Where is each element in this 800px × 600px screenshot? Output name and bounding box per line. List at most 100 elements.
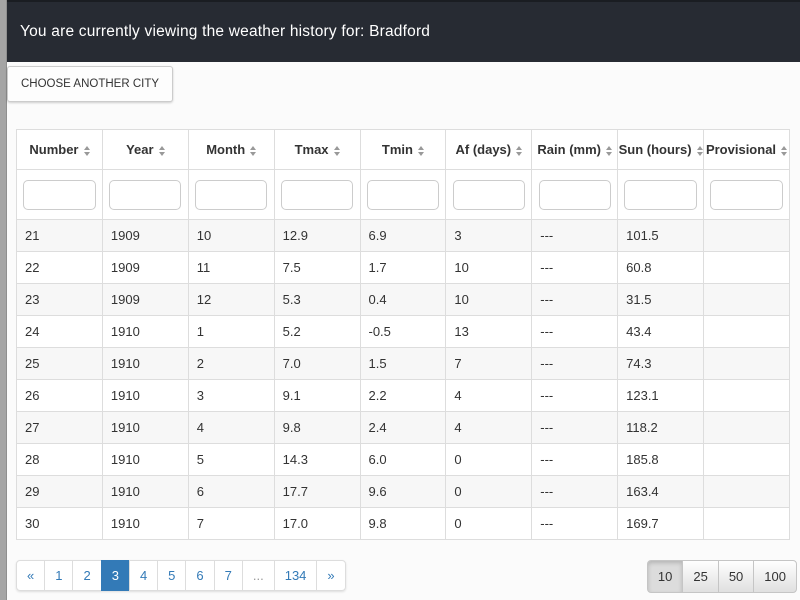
sort-icon — [696, 145, 703, 156]
pagination-item[interactable]: » — [316, 560, 346, 591]
table-cell: 13 — [445, 315, 533, 348]
column-filter-input[interactable] — [280, 179, 354, 210]
table-cell: --- — [531, 219, 619, 252]
table-cell: 1.5 — [359, 347, 447, 380]
filter-cell — [531, 169, 619, 220]
table-cell: 12 — [187, 283, 275, 316]
column-header-sun-hours[interactable]: Sun (hours) — [617, 129, 704, 170]
pagination-item[interactable]: 7 — [213, 560, 243, 591]
pagination-item[interactable]: « — [16, 560, 46, 591]
pagination: «1 2 3 4 5 6 7... 134» — [16, 560, 346, 591]
pagination-item[interactable]: 6 — [185, 560, 215, 591]
column-header-rain-mm[interactable]: Rain (mm) — [531, 129, 619, 170]
column-filter-input[interactable] — [195, 179, 268, 210]
table-row: 29 1910 6 17.7 9.6 0 --- 163.4 — [16, 475, 790, 508]
table-cell — [703, 219, 790, 252]
table-cell: 4 — [445, 411, 533, 444]
table-cell: 1909 — [101, 219, 189, 252]
table-cell: 1910 — [101, 315, 189, 348]
table-cell: 7 — [187, 507, 275, 540]
table-cell: 2.4 — [359, 411, 447, 444]
table-cell: 0 — [445, 475, 533, 508]
page-size-button-10[interactable]: 10 — [646, 560, 684, 593]
table-row: 28 1910 5 14.3 6.0 0 --- 185.8 — [16, 443, 790, 476]
table-cell — [703, 507, 790, 540]
page-size-button-100[interactable]: 100 — [753, 560, 797, 593]
table-cell: 4 — [445, 379, 533, 412]
table-cell — [703, 251, 790, 284]
table-cell: 9.1 — [273, 379, 361, 412]
table-cell: 1910 — [101, 411, 189, 444]
table-cell: --- — [531, 475, 619, 508]
table-cell: 0.4 — [359, 283, 447, 316]
column-header-provisional[interactable]: Provisional — [703, 129, 790, 170]
table-cell: 28 — [16, 443, 103, 476]
column-header-year[interactable]: Year — [101, 129, 189, 170]
table-row: 27 1910 4 9.8 2.4 4 --- 118.2 — [16, 411, 790, 444]
column-filter-input[interactable] — [538, 179, 611, 210]
filter-cell — [617, 169, 704, 220]
column-header-number[interactable]: Number — [16, 129, 103, 170]
table-cell: --- — [531, 443, 619, 476]
table-cell: 23 — [16, 283, 103, 316]
table-row: 26 1910 3 9.1 2.2 4 --- 123.1 — [16, 379, 790, 412]
table-cell: 1910 — [101, 379, 189, 412]
column-filter-input[interactable] — [624, 179, 697, 210]
table-cell — [703, 283, 790, 316]
table-row: 24 1910 1 5.2 -0.5 13 --- 43.4 — [16, 315, 790, 348]
page-size-button-50[interactable]: 50 — [717, 560, 755, 593]
table-cell: 27 — [16, 411, 103, 444]
table-row: 21 1909 10 12.9 6.9 3 --- 101.5 — [16, 219, 790, 252]
column-header-month[interactable]: Month — [187, 129, 275, 170]
pagination-item[interactable]: 2 — [72, 560, 102, 591]
column-filter-input[interactable] — [710, 179, 783, 210]
sort-icon — [781, 145, 788, 156]
table-row: 30 1910 7 17.0 9.8 0 --- 169.7 — [16, 507, 790, 540]
table-cell: 6.0 — [359, 443, 447, 476]
pagination-item[interactable]: 4 — [128, 560, 159, 591]
column-header-tmin[interactable]: Tmin — [359, 129, 447, 170]
pagination-item: ... — [241, 560, 275, 591]
table-cell: 6 — [187, 475, 275, 508]
table-cell: 10 — [445, 251, 533, 284]
table-cell: 14.3 — [273, 443, 361, 476]
table-row: 25 1910 2 7.0 1.5 7 --- 74.3 — [16, 347, 790, 380]
table-cell: 10 — [187, 219, 275, 252]
column-filter-input[interactable] — [23, 179, 96, 210]
table-cell: 17.7 — [273, 475, 361, 508]
table-cell: 0 — [445, 443, 533, 476]
table-cell: 3 — [445, 219, 533, 252]
weather-table-container: Number Year Month Tmax Tmin Af (days) Rain (mm… — [16, 129, 797, 540]
choose-another-city-button[interactable]: CHOOSE ANOTHER CITY — [7, 66, 174, 102]
column-filter-input[interactable] — [366, 179, 439, 210]
page-title: You are currently viewing the weather hi… — [20, 23, 431, 40]
table-cell: 25 — [16, 347, 103, 380]
column-header-af-days[interactable]: Af (days) — [445, 129, 533, 170]
page-size-button-25[interactable]: 25 — [682, 560, 719, 593]
table-cell: 1 — [187, 315, 275, 348]
table-cell: 123.1 — [617, 379, 704, 412]
column-filter-input[interactable] — [109, 179, 182, 210]
pagination-item[interactable]: 5 — [157, 560, 187, 591]
table-cell: 22 — [16, 251, 103, 284]
column-filter-input[interactable] — [452, 179, 525, 210]
table-cell — [703, 379, 790, 412]
column-header-tmax[interactable]: Tmax — [273, 129, 361, 170]
filter-cell — [101, 169, 189, 220]
table-cell: --- — [531, 283, 619, 316]
page-size-group: 10 25 50 100 — [646, 560, 797, 593]
table-row: 23 1909 12 5.3 0.4 10 --- 31.5 — [16, 283, 790, 316]
sort-icon — [158, 145, 165, 156]
pagination-item[interactable]: 134 — [273, 560, 318, 591]
pagination-page-current[interactable]: 3 — [100, 560, 130, 591]
navbar: You are currently viewing the weather hi… — [7, 0, 800, 62]
table-cell: 3 — [187, 379, 275, 412]
table-cell: 30 — [16, 507, 103, 540]
table-cell: 9.8 — [359, 507, 447, 540]
filter-cell — [16, 169, 103, 220]
sort-icon — [605, 145, 612, 156]
table-cell: 1910 — [101, 347, 189, 380]
pagination-item[interactable]: 1 — [44, 560, 74, 591]
table-cell: --- — [531, 507, 619, 540]
table-cell — [703, 347, 790, 380]
